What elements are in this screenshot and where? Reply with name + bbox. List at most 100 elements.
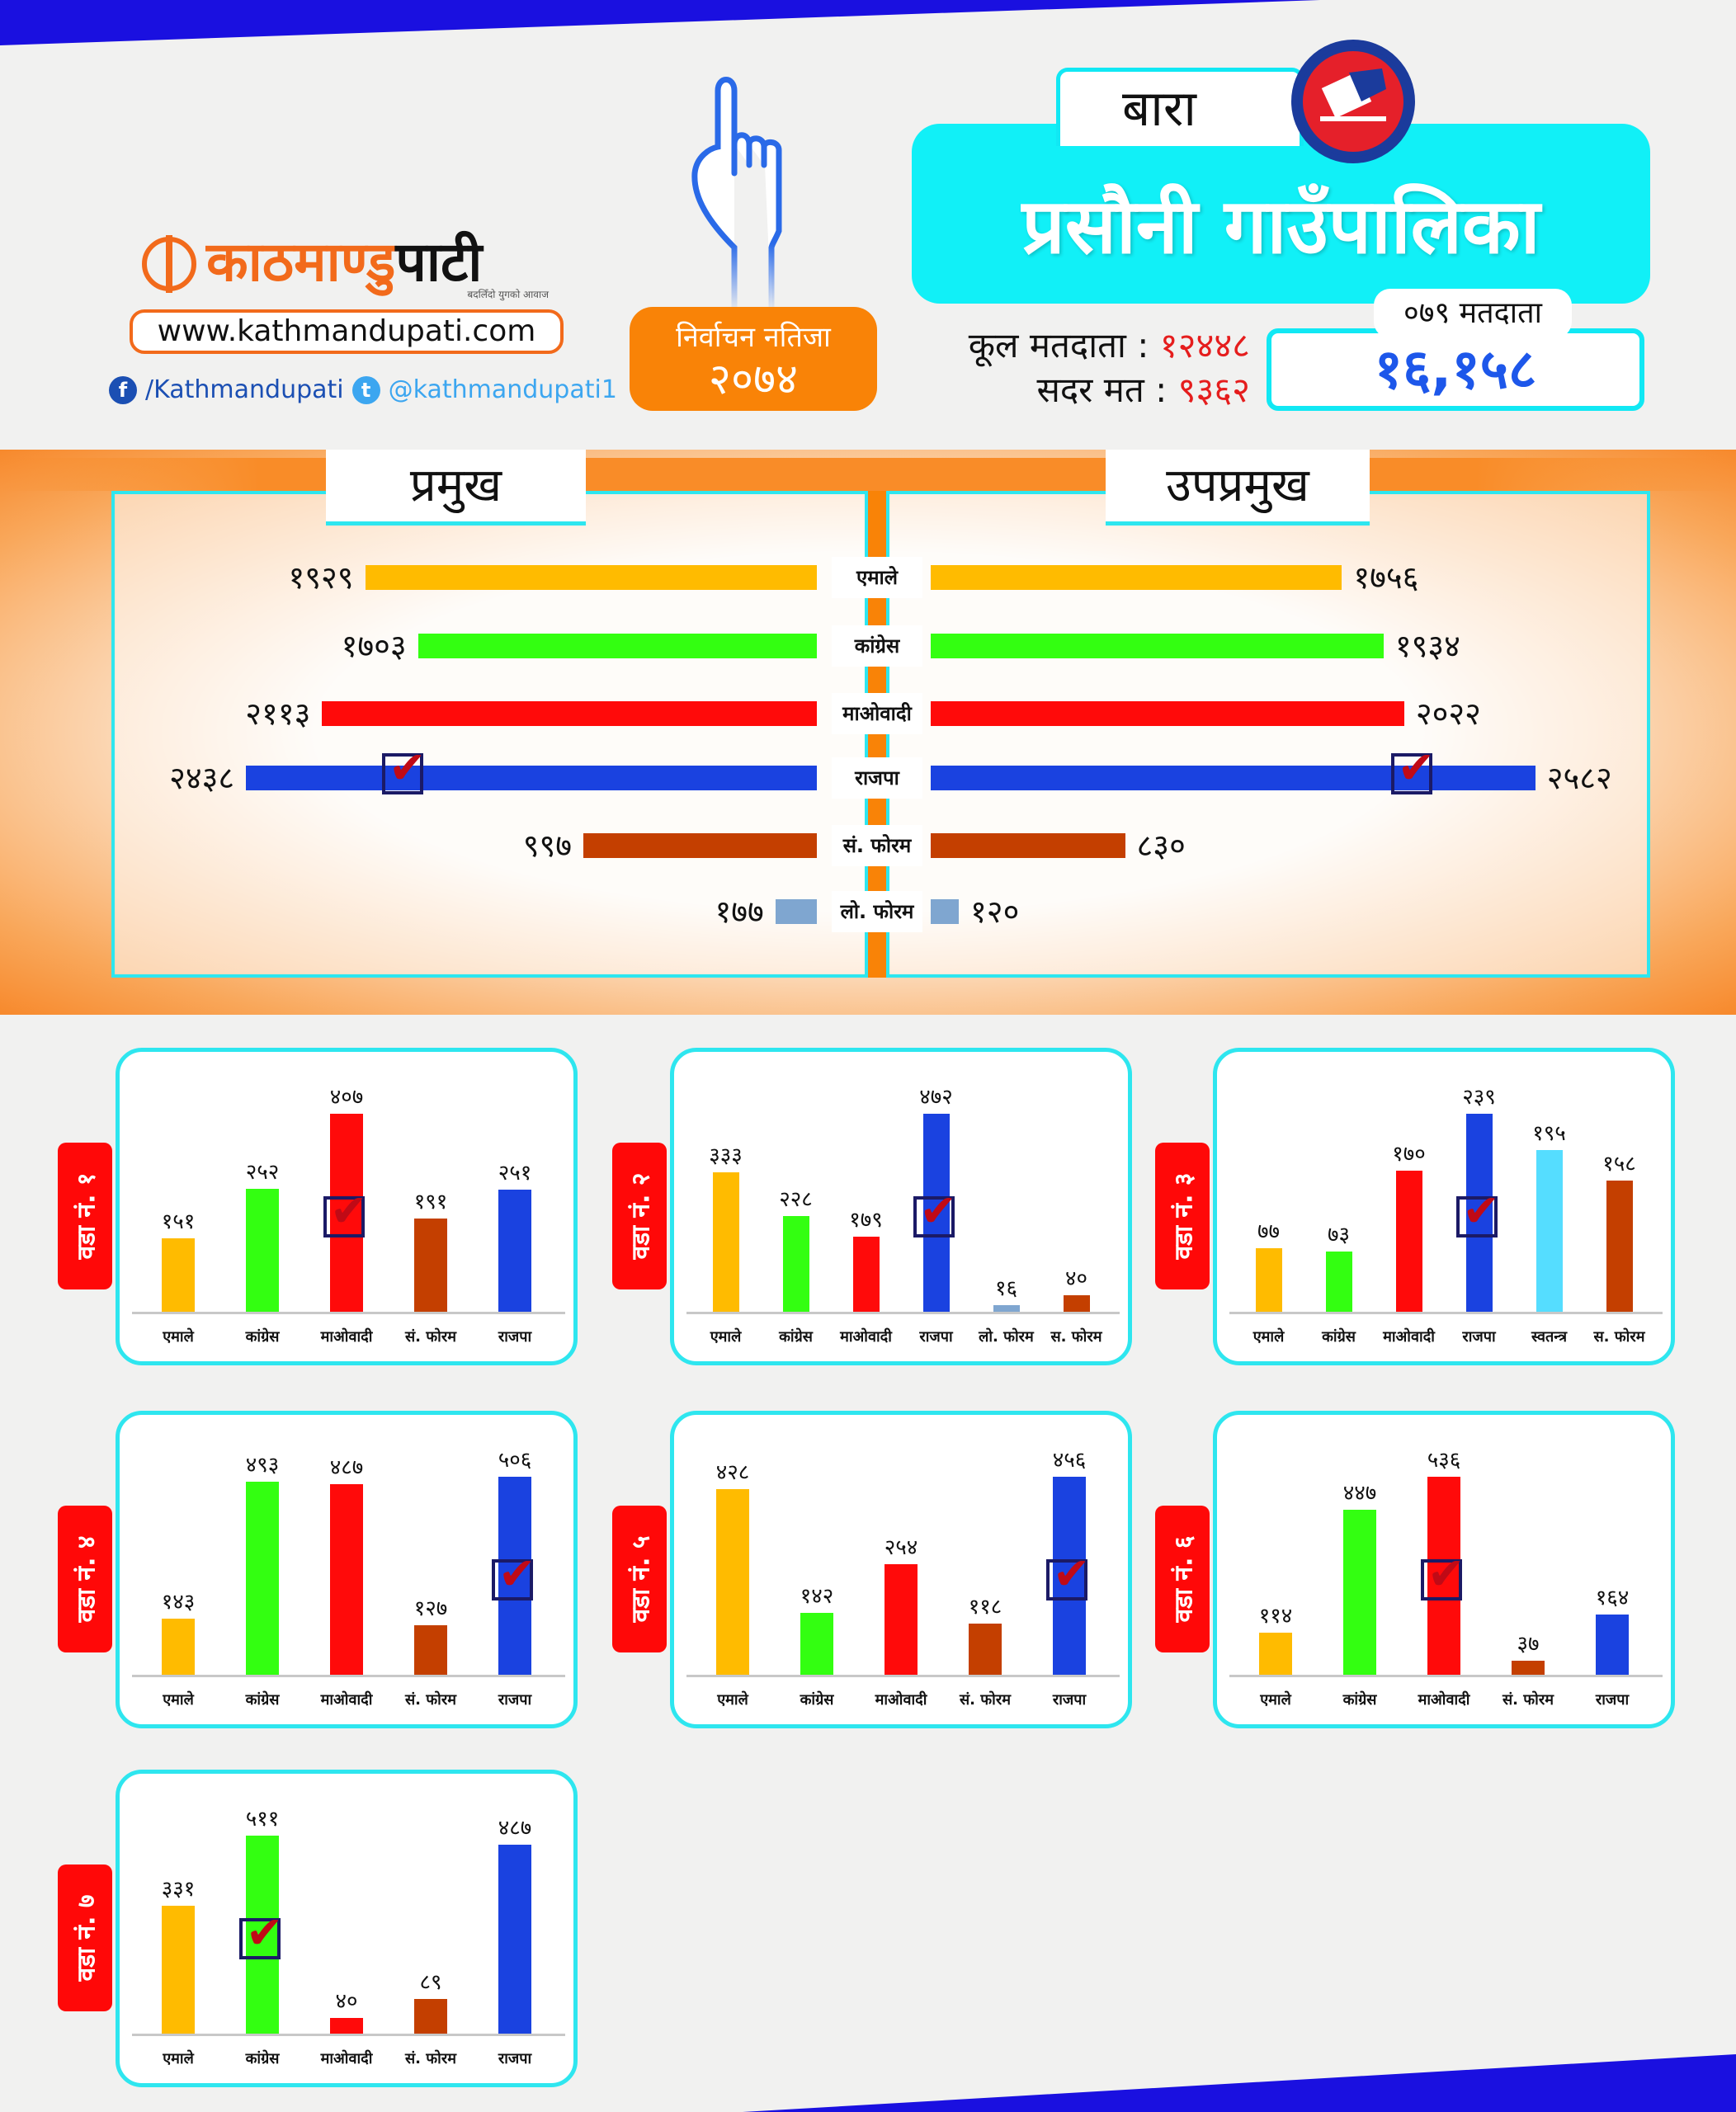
ward-bar <box>162 1238 195 1312</box>
ward-bar <box>1259 1632 1292 1675</box>
ward-bar <box>852 1236 880 1312</box>
winner-check-icon <box>1455 1185 1500 1238</box>
ward-card: ११४ एमाले ४४७ कांग्रेस ५३६ माओवादी ३७ सं. फोरम १… <box>1213 1411 1675 1728</box>
ward-value: ४० <box>1064 1266 1088 1291</box>
winner-check-icon <box>323 1185 367 1238</box>
valid-votes-label: सदर मत : <box>1036 370 1168 410</box>
ward-party-label: राजपा <box>498 1691 532 1709</box>
ward-party-label: कांग्रेस <box>245 1328 280 1346</box>
ward-value: ७३ <box>1327 1222 1351 1247</box>
total-voters-value: १२४४८ <box>1159 325 1250 365</box>
ward-party-label: एमाले <box>163 2050 194 2067</box>
ward-label-tab: वडा नं. ६ <box>1155 1506 1210 1652</box>
upapramukh-bar <box>931 899 960 924</box>
chart-baseline <box>132 1675 565 1677</box>
ward-value: ५११ <box>245 1807 280 1832</box>
ward-card: ४२८ एमाले १४२ कांग्रेस २५४ माओवादी ११८ सं. फोरम… <box>670 1411 1132 1728</box>
chart-baseline <box>132 2034 565 2036</box>
ward-label: वडा नं. ५ <box>626 1535 656 1623</box>
party-label-4: सं. फोरम <box>832 825 922 866</box>
ward-party-label: एमाले <box>717 1691 748 1709</box>
upapramukh-value: १९३४ <box>1394 628 1460 664</box>
ward-party-label: माओवादी <box>1418 1691 1470 1709</box>
ward-bar <box>1343 1509 1376 1675</box>
ward-bar <box>1596 1614 1629 1675</box>
ward-bar <box>1606 1181 1633 1312</box>
ward-bar <box>782 1216 809 1312</box>
website-link[interactable]: www.kathmandupati.com <box>130 309 564 354</box>
chart-baseline <box>686 1675 1120 1677</box>
ward-value: १५८ <box>1602 1152 1636 1177</box>
ward-party-label: कांग्रेस <box>800 1691 834 1709</box>
main-bar-chart: एमाले १९२९ १७५६ कांग्रेस १७०३ १९३४ माओवादी २११३… <box>0 0 1736 1015</box>
ward-party-label: राजपा <box>1462 1328 1496 1346</box>
pramukh-value: १७७ <box>715 893 764 930</box>
band-header-line <box>0 458 1736 491</box>
ward-bar <box>969 1623 1002 1675</box>
ward-party-label: एमाले <box>1252 1328 1285 1346</box>
facebook-link[interactable]: /Kathmandupati <box>145 375 344 404</box>
party-label-1: कांग्रेस <box>832 625 922 667</box>
ward-label-tab: वडा नं. ७ <box>58 1864 112 2011</box>
ward-value: १९१ <box>413 1190 448 1215</box>
ward-label: वडा नं. ३ <box>1169 1172 1199 1260</box>
ward-party-label: राजपा <box>919 1328 953 1346</box>
ward-bar <box>993 1304 1020 1312</box>
upapramukh-value: २०२२ <box>1415 695 1481 732</box>
ward-value: १६४ <box>1595 1585 1630 1610</box>
ward-value: ४० <box>335 1989 358 2015</box>
ward-value: ३३३ <box>709 1143 743 1168</box>
ward-bar <box>498 1189 531 1312</box>
pramukh-bar <box>417 634 817 658</box>
ward-label-tab: वडा नं. ४ <box>58 1506 112 1652</box>
winner-check-icon <box>239 1907 283 1959</box>
total-voters-label: कूल मतदाता : <box>968 325 1149 365</box>
ward-value: १४२ <box>800 1584 834 1610</box>
ward-value: १२७ <box>413 1596 448 1621</box>
ward-card: १५१ एमाले २५२ कांग्रेस ४०७ माओवादी १९१ सं. फोरम… <box>116 1048 578 1365</box>
ward-party-label: राजपा <box>1595 1691 1630 1709</box>
winner-check-icon <box>492 1548 535 1600</box>
ward-value: २५२ <box>245 1160 280 1186</box>
ward-bar <box>1512 1661 1545 1675</box>
party-label-5: लो. फोरम <box>832 891 922 932</box>
ward-value: ११८ <box>968 1594 1002 1619</box>
upapramukh-value: २५८२ <box>1546 760 1612 796</box>
chart-baseline <box>686 1312 1120 1314</box>
ward-value: ४०७ <box>329 1085 364 1110</box>
ward-value: ४८७ <box>498 1816 532 1841</box>
badge-year: २०७४ <box>708 355 799 404</box>
logo: काठमाण्डुपाटी बदलिँदो युगको आवाज <box>136 223 549 301</box>
voters-079-value: १६,१५८ <box>1267 328 1644 411</box>
upapramukh-bar <box>931 701 1404 726</box>
chart-baseline <box>1229 1675 1663 1677</box>
ward-label: वडा नं. ४ <box>72 1535 101 1623</box>
ward-card: ३३३ एमाले २२८ कांग्रेस १७९ माओवादी ४७२ राजपा १६ ल… <box>670 1048 1132 1365</box>
pramukh-bar <box>775 899 817 924</box>
ward-value: २२८ <box>779 1187 813 1213</box>
ward-bar <box>1063 1294 1090 1312</box>
ward-value: ३३१ <box>161 1876 196 1902</box>
ward-bar <box>800 1613 833 1675</box>
tab-upapramukh: उपप्रमुख <box>1106 450 1370 526</box>
ward-card: ७७ एमाले ७३ कांग्रेस १७० माओवादी २३९ राजपा १९५ स्… <box>1213 1048 1675 1365</box>
ward-party-label: स. फोरम <box>1593 1328 1645 1346</box>
winner-check-icon <box>913 1185 957 1238</box>
ward-value: ११४ <box>1258 1603 1293 1629</box>
ward-card: ३३१ एमाले ५११ कांग्रेस ४० माओवादी ८९ सं. फोरम ४८… <box>116 1770 578 2087</box>
winner-check-icon <box>1390 742 1435 794</box>
ward-party-label: कांग्रेस <box>1322 1328 1356 1346</box>
ward-value: १७९ <box>849 1207 883 1233</box>
ward-value: ४२८ <box>715 1459 750 1485</box>
twitter-link[interactable]: @kathmandupati1 <box>388 375 617 404</box>
ward-value: ४४७ <box>1342 1480 1377 1506</box>
ward-bar <box>414 1219 447 1312</box>
valid-votes-value: ९३६२ <box>1177 370 1250 410</box>
chart-baseline <box>1229 1312 1663 1314</box>
ward-party-label: राजपा <box>498 2050 532 2067</box>
ward-party-label: एमाले <box>710 1328 742 1346</box>
upapramukh-value: ८३० <box>1136 827 1186 864</box>
ward-bar <box>1395 1171 1422 1312</box>
ward-label: वडा नं. १ <box>72 1172 101 1260</box>
ward-bar <box>498 1845 531 2034</box>
